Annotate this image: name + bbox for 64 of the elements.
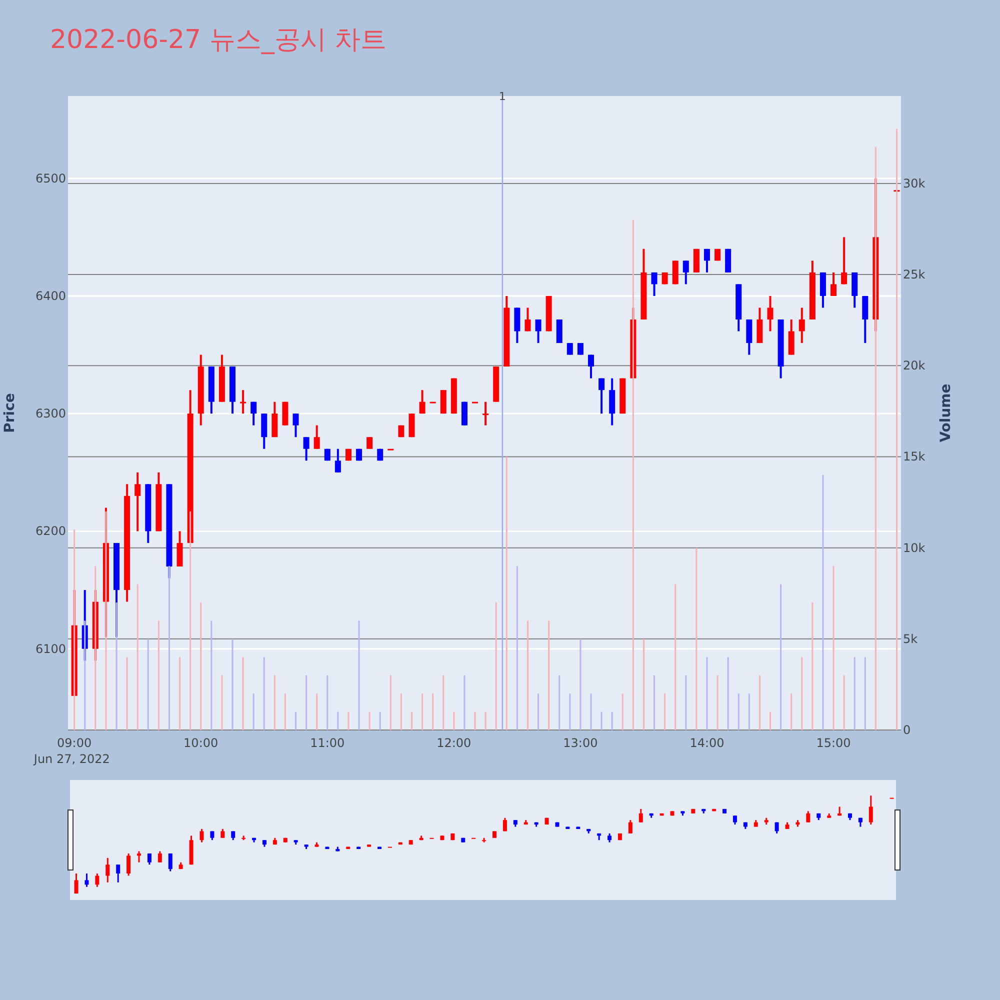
- candlestick: [240, 389, 246, 415]
- candlestick: [820, 271, 826, 309]
- candlestick: [756, 306, 763, 344]
- y2-tick-label: 10k: [903, 540, 926, 555]
- x-tick-label: 12:00: [436, 736, 472, 750]
- x-tick-label: 15:00: [816, 736, 851, 750]
- y2-tick-label: 0: [903, 723, 911, 737]
- y-tick-label: 6200: [35, 524, 66, 538]
- candlestick: [725, 248, 732, 274]
- y2-axis-title: Volume: [938, 384, 954, 442]
- candlestick: [292, 412, 299, 438]
- candlestick: [524, 306, 531, 332]
- x-tick-label: 13:00: [563, 736, 598, 750]
- candlestick: [250, 400, 257, 426]
- x-tick-label: 11:00: [310, 736, 345, 750]
- candlestick: [272, 400, 278, 438]
- x-tick-label: 10:00: [184, 736, 218, 750]
- candlestick: [408, 412, 415, 438]
- x-tick-label: 09:00 Jun 27, 2022: [32, 736, 110, 766]
- candlestick: [314, 424, 320, 450]
- y-tick-label: 6100: [35, 642, 66, 656]
- y2-tick-label: 20k: [903, 358, 926, 373]
- y2-tick-label: 15k: [903, 450, 926, 464]
- y-axis-title: Price: [2, 393, 18, 433]
- candlestick: [841, 236, 848, 286]
- candlestick: [366, 436, 373, 450]
- candlestick: [282, 400, 288, 426]
- candlestick: [461, 400, 468, 426]
- y-tick-label: 6500: [35, 171, 66, 186]
- y2-tick-label: 25k: [903, 268, 926, 282]
- candlestick: [303, 436, 310, 462]
- candlestick: [609, 377, 616, 426]
- chart-title: 2022-06-27 뉴스_공시 차트: [50, 25, 387, 55]
- candlestick: [798, 306, 805, 344]
- candlestick: [693, 248, 700, 274]
- y2-tick-label: 30k: [903, 176, 926, 190]
- candlestick: [176, 530, 183, 568]
- candlestick: [704, 248, 710, 274]
- candlestick: [535, 318, 542, 344]
- candlestick: [482, 400, 489, 426]
- x-tick-label: 14:00: [690, 736, 724, 750]
- candlestick: [746, 318, 752, 356]
- y-tick-label: 6400: [35, 288, 66, 303]
- candlestick: [440, 389, 446, 415]
- candlestick: [598, 377, 605, 415]
- y2-tick-label: 5k: [903, 632, 918, 646]
- candlestick: [651, 271, 658, 297]
- candlestick: [419, 389, 426, 415]
- candlestick: [261, 412, 268, 450]
- candlestick: [767, 294, 774, 332]
- candlestick: [682, 260, 689, 286]
- candlestick: [577, 342, 584, 356]
- y-tick-label: 6300: [35, 406, 66, 421]
- candlestick: [134, 471, 141, 532]
- candlestick: [588, 354, 594, 380]
- candlestick: [514, 306, 520, 344]
- candlestick: [862, 294, 868, 344]
- ref-line-label: 1: [498, 90, 506, 103]
- candlestick: [334, 448, 341, 474]
- candlestick: [852, 271, 858, 309]
- candlestick: [788, 318, 794, 356]
- candlestick: [830, 271, 837, 297]
- candlestick: [672, 260, 678, 286]
- candlestick: [566, 342, 573, 356]
